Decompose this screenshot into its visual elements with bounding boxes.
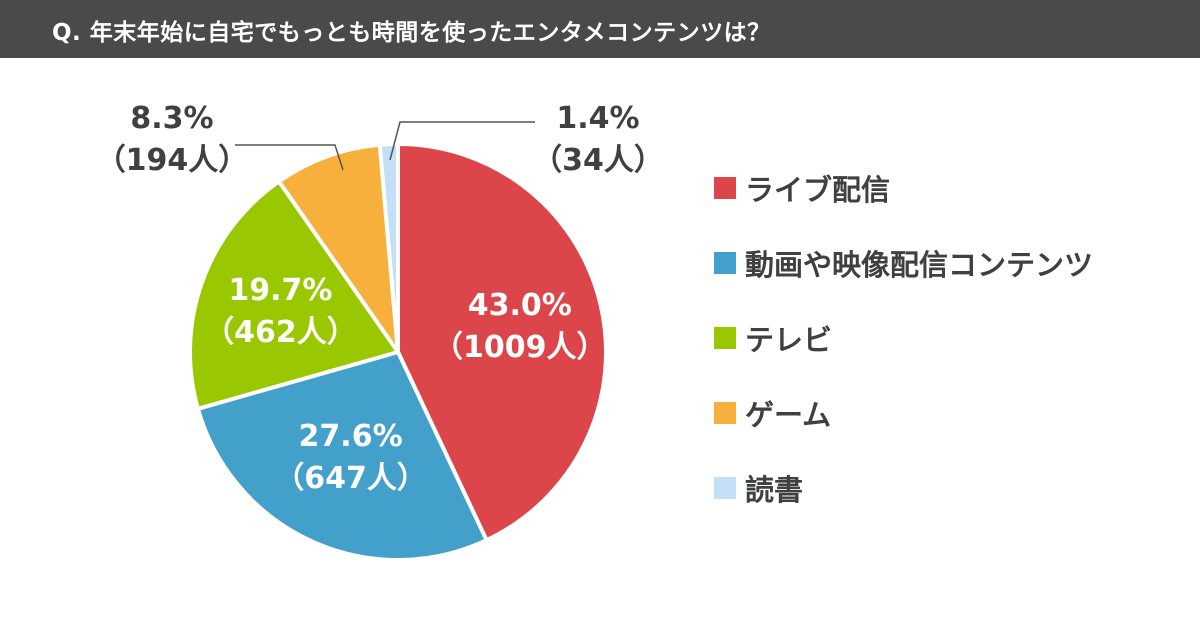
pie-slice-reading — [377, 142, 400, 354]
chart-title: Q. 年末年始に自宅でもっとも時間を使ったエンタメコンテンツは？ — [52, 20, 771, 46]
legend-label: 動画や映像配信コンテンツ — [745, 248, 1094, 282]
legend-item-game: ゲーム — [714, 393, 831, 433]
data-label-percent-tv: 19.7% — [228, 273, 332, 308]
data-label-count-game: （194人） — [96, 143, 249, 178]
legend-item-tv: テレビ — [714, 318, 832, 358]
data-label-count-video-streaming: （647人） — [274, 461, 427, 496]
legend-label: テレビ — [745, 323, 833, 357]
legend-swatch — [714, 327, 736, 349]
legend-item-live-streaming: ライブ配信 — [714, 168, 890, 208]
data-label-percent-reading: 1.4% — [556, 101, 639, 136]
data-label-percent-live-streaming: 43.0% — [468, 288, 572, 323]
legend-label: ゲーム — [745, 398, 832, 432]
legend-item-video-streaming: 動画や映像配信コンテンツ — [714, 243, 1093, 283]
leader-line-reading — [389, 121, 535, 161]
legend-swatch — [714, 177, 736, 199]
data-label-percent-game: 8.3% — [130, 101, 213, 136]
legend-swatch — [714, 252, 736, 274]
title-bar: Q. 年末年始に自宅でもっとも時間を使ったエンタメコンテンツは？ — [0, 0, 1200, 58]
data-label-count-reading: （34人） — [532, 143, 664, 178]
data-label-count-tv: （462人） — [204, 315, 357, 350]
legend-swatch — [714, 477, 736, 499]
pie-slice-tv — [188, 179, 400, 411]
leader-line-game — [235, 144, 344, 171]
data-label-count-live-streaming: （1009人） — [433, 330, 607, 365]
legend-item-reading: 読書 — [714, 468, 803, 508]
legend-swatch — [714, 402, 736, 424]
pie-slice-video-streaming — [195, 350, 489, 562]
legend-label: 読書 — [745, 473, 804, 507]
pie-slice-live-streaming — [396, 142, 608, 543]
pie-slice-game — [276, 142, 400, 354]
legend-label: ライブ配信 — [745, 173, 891, 207]
data-label-percent-video-streaming: 27.6% — [299, 419, 403, 454]
